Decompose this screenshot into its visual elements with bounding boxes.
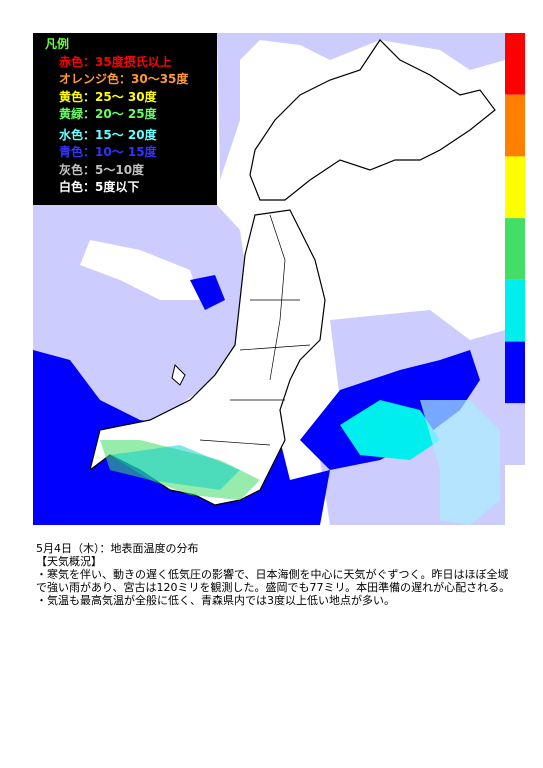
colorbar-segment — [505, 33, 525, 95]
warm-land — [110, 445, 240, 490]
caption: 5月4日（木）：地表面温度の分布 【天気概況】 ・寒気を伴い、動きの遅く低気圧の… — [36, 542, 516, 607]
legend-item: 灰色：5～10度 — [59, 162, 145, 177]
caption-bullet: ・気温も最高気温が全般に低く、青森県内では3度以上低い地点が多い。 — [36, 594, 395, 607]
legend-item: 青色：10～ 15度 — [59, 145, 157, 159]
legend: 凡例 赤色：35度摂氏以上オレンジ色：30～35度 黄色：25～ 30度 黄緑：20… — [33, 33, 217, 205]
legend-item: 黄色：25～ 30度 — [59, 89, 157, 104]
cloud — [217, 33, 505, 180]
clear — [80, 240, 200, 300]
caption-bullet: ・寒気を伴い、動きの遅く低気圧の影響で、日本海側を中心に天気がぐずつく。昨日はほ… — [36, 568, 511, 594]
caption-title: 5月4日（木）：地表面温度の分布 — [36, 542, 199, 555]
sea — [190, 275, 225, 310]
legend-item: オレンジ色：30～35度 — [59, 72, 189, 86]
legend-item: 黄緑：20～ 25度 — [59, 107, 157, 121]
island — [171, 364, 186, 386]
caption-heading: 【天気概況】 — [36, 555, 102, 568]
honshu — [89, 209, 326, 506]
sea-warm — [340, 400, 440, 460]
border — [269, 214, 286, 381]
legend-item: 赤色：35度摂氏以上 — [59, 54, 172, 69]
hokkaido — [249, 39, 496, 201]
colorbar-segment — [505, 341, 525, 404]
legend-title: 凡例 — [45, 37, 70, 51]
colorbar-segment — [505, 403, 525, 465]
colorbar-segment — [505, 218, 525, 280]
colorbar-segment — [505, 279, 525, 342]
border — [199, 299, 311, 446]
legend-item: 白色：5度以下 — [59, 180, 140, 194]
sea-mixed — [420, 400, 500, 525]
map — [33, 33, 525, 525]
legend-item: 水色：15～ 20度 — [59, 127, 157, 142]
colorbar-segment — [505, 94, 525, 157]
colorbar-segment — [505, 156, 525, 219]
